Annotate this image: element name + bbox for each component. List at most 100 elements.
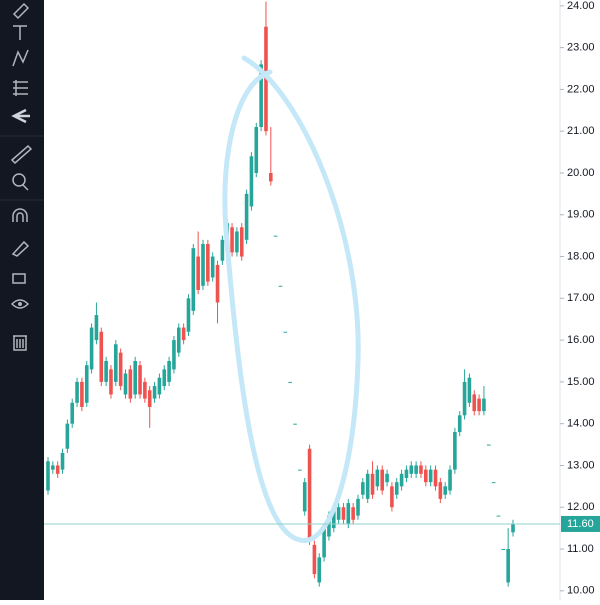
candle-body: [453, 432, 457, 470]
candle-body: [94, 315, 99, 341]
ruler-tool[interactable]: [10, 144, 33, 165]
candle-body: [361, 482, 365, 495]
candle-body: [244, 193, 249, 240]
candle-body: [70, 402, 75, 424]
candle-body: [477, 398, 481, 412]
candle-body: [419, 465, 423, 474]
candle-body: [89, 327, 94, 370]
candle-body: [506, 549, 510, 583]
lock-tool[interactable]: [12, 273, 26, 284]
candle-body: [206, 244, 210, 282]
candle-body: [201, 244, 205, 286]
y-tick-label: 23.00: [567, 42, 595, 54]
candle-body: [356, 498, 360, 516]
candle-body: [414, 465, 418, 474]
y-tick-label: 13.00: [567, 459, 595, 471]
candle-body: [51, 465, 55, 470]
y-tick-label: 20.00: [567, 167, 595, 179]
brush-tool[interactable]: [12, 2, 30, 20]
candle-body: [138, 365, 142, 395]
magnet-tool[interactable]: [12, 208, 28, 222]
candle-body: [433, 469, 438, 487]
visibility-tool[interactable]: [10, 299, 30, 309]
candle-body: [307, 448, 312, 541]
pattern-tool[interactable]: [12, 49, 29, 67]
candle-body: [298, 469, 302, 471]
y-tick-label: 16.00: [567, 334, 595, 346]
candle-body: [462, 381, 467, 416]
candle-body: [273, 235, 278, 237]
candle-body: [365, 473, 370, 499]
candle-body: [501, 549, 506, 551]
y-tick-label: 14.00: [567, 418, 595, 430]
y-tick-label: 15.00: [567, 376, 595, 388]
candle-body: [375, 469, 380, 487]
candle-body: [46, 461, 50, 491]
candle-body: [486, 444, 491, 446]
y-tick-label: 24.00: [567, 0, 595, 12]
candle-body: [496, 515, 501, 517]
candle-body: [176, 327, 181, 353]
candle-body: [186, 298, 191, 332]
candle-body: [147, 390, 152, 407]
y-tick-label: 18.00: [567, 250, 595, 262]
y-tick-label: 17.00: [567, 292, 595, 304]
candle-body: [167, 361, 171, 382]
candle-body: [133, 361, 137, 395]
candle-body: [152, 386, 157, 399]
candle-body: [55, 465, 60, 474]
eye-pupil: [18, 302, 22, 306]
candle-body: [80, 381, 84, 407]
candle-body: [511, 523, 515, 533]
candle-body: [230, 227, 234, 253]
candle-body: [114, 344, 118, 382]
y-tick-label: 12.00: [567, 501, 595, 513]
candle-body: [317, 557, 322, 583]
candle-body: [293, 423, 297, 425]
trash-tool[interactable]: [13, 335, 27, 351]
candle-body: [259, 64, 263, 128]
candle-body: [181, 327, 186, 341]
drawn-ellipse-annotation[interactable]: [222, 55, 361, 543]
candle-body: [278, 285, 283, 287]
y-tick-label: 11.00: [567, 543, 594, 555]
candle-body: [215, 264, 220, 303]
candle-body: [60, 452, 65, 470]
candle-body: [394, 482, 399, 495]
candle-body: [351, 507, 355, 520]
candle-body: [99, 331, 104, 382]
candle-body: [143, 381, 147, 399]
candle-body: [482, 398, 486, 412]
candle-body: [380, 469, 385, 491]
candle-body: [157, 377, 162, 395]
y-tick-label: 10.00: [567, 585, 595, 597]
back-arrow[interactable]: [11, 108, 30, 124]
y-tick-label: 19.00: [567, 209, 595, 221]
candle-body: [428, 469, 433, 483]
candle-body: [191, 248, 196, 311]
candle-body: [196, 256, 200, 290]
candle-body: [322, 528, 326, 558]
candle-body: [302, 482, 307, 512]
text-tool[interactable]: [13, 25, 27, 40]
candle-body: [269, 172, 273, 182]
candle-body: [346, 503, 351, 524]
candle-body: [467, 377, 472, 403]
candle-body: [288, 381, 292, 383]
candle-body: [254, 127, 259, 173]
last-price-label: 11.60: [567, 518, 594, 530]
fib-tool[interactable]: [13, 80, 28, 96]
candle-body: [239, 227, 244, 257]
candle-body: [331, 507, 336, 529]
candle-body: [336, 507, 341, 520]
candle-body: [438, 482, 443, 499]
candle-body: [65, 423, 70, 449]
candle-body: [162, 369, 167, 387]
candle-body: [390, 486, 394, 508]
candle-body: [341, 507, 346, 520]
lock-draw-tool[interactable]: [11, 240, 30, 257]
candle-body: [249, 156, 254, 207]
zoom-tool[interactable]: [12, 173, 26, 187]
